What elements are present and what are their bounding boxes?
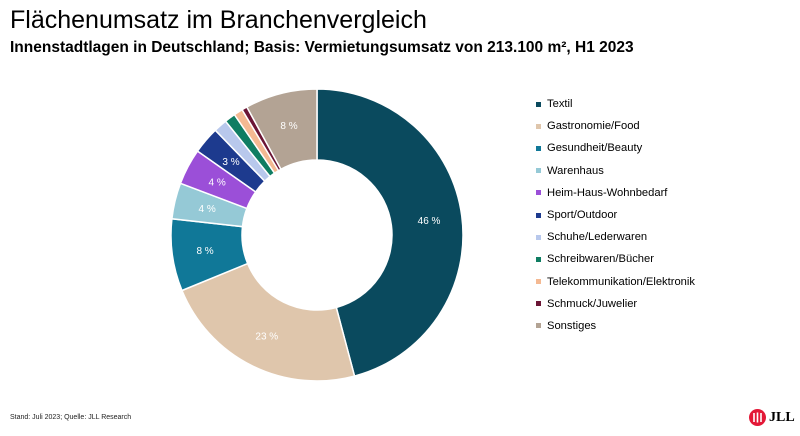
data-label: 46 % [418, 216, 441, 227]
legend-swatch [536, 101, 541, 107]
legend-item: Textil [536, 93, 695, 115]
data-label: 8 % [280, 121, 297, 132]
legend-label: Sport/Outdoor [547, 209, 618, 222]
data-label: 4 % [209, 178, 226, 189]
data-label: 8 % [196, 246, 213, 257]
legend-item: Sport/Outdoor [536, 204, 695, 226]
data-label: 3 % [222, 157, 239, 168]
jll-logo-icon [749, 409, 766, 426]
data-label: 4 % [199, 204, 216, 215]
legend-label: Schreibwaren/Bücher [547, 253, 654, 266]
legend-item: Gesundheit/Beauty [536, 137, 695, 159]
legend-swatch [536, 256, 541, 262]
legend-swatch [536, 212, 541, 218]
legend-swatch [536, 301, 541, 307]
legend-swatch [536, 279, 541, 285]
legend-swatch [536, 145, 541, 151]
chart-legend: Textil Gastronomie/Food Gesundheit/Beauty W… [536, 93, 695, 337]
chart-subtitle: Innenstadtlagen in Deutschland; Basis: V… [10, 39, 634, 56]
legend-label: Telekommunikation/Elektronik [547, 275, 695, 288]
legend-swatch [536, 168, 541, 174]
slice-sonstiges [245, 88, 318, 171]
source-note: Stand: Juli 2023; Quelle: JLL Research [10, 414, 132, 421]
legend-swatch [536, 123, 541, 129]
jll-logo-text: JLL [769, 409, 795, 425]
legend-label: Schuhe/Lederwaren [547, 231, 648, 244]
data-label: 23 % [255, 332, 278, 343]
legend-swatch [536, 190, 541, 196]
legend-label: Gesundheit/Beauty [547, 142, 643, 155]
legend-item: Heim-Haus-Wohnbedarf [536, 182, 695, 204]
slice-gastronomie-food [180, 262, 356, 382]
legend-label: Heim-Haus-Wohnbedarf [547, 186, 668, 199]
legend-item: Telekommunikation/Elektronik [536, 271, 695, 293]
legend-label: Gastronomie/Food [547, 120, 640, 133]
chart-title: Flächenumsatz im Branchenvergleich [10, 6, 427, 34]
legend-swatch [536, 323, 541, 329]
legend-label: Warenhaus [547, 164, 604, 177]
legend-item: Schmuck/Juwelier [536, 293, 695, 315]
legend-item: Schuhe/Lederwaren [536, 226, 695, 248]
slice-textil [316, 88, 464, 378]
legend-label: Schmuck/Juwelier [547, 297, 638, 310]
legend-item: Gastronomie/Food [536, 115, 695, 137]
legend-item: Sonstiges [536, 315, 695, 337]
legend-label: Sonstiges [547, 319, 597, 332]
legend-item: Schreibwaren/Bücher [536, 248, 695, 270]
jll-logo: JLL [749, 409, 795, 426]
legend-label: Textil [547, 98, 573, 111]
legend-swatch [536, 234, 541, 240]
legend-item: Warenhaus [536, 160, 695, 182]
